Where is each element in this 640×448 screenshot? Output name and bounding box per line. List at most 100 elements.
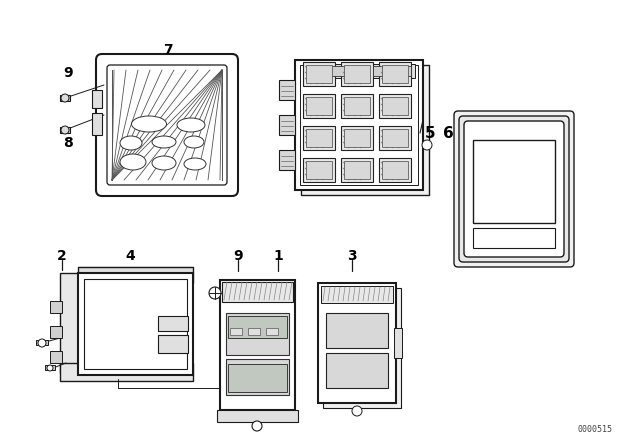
Bar xyxy=(295,60,423,190)
FancyBboxPatch shape xyxy=(454,111,574,267)
Ellipse shape xyxy=(184,158,206,170)
Bar xyxy=(344,97,370,115)
Bar xyxy=(78,267,193,283)
Text: 2: 2 xyxy=(57,249,67,263)
Text: 5: 5 xyxy=(425,125,435,141)
Bar xyxy=(230,328,242,335)
Text: 8: 8 xyxy=(63,136,73,150)
Bar xyxy=(220,280,295,410)
Circle shape xyxy=(252,421,262,431)
Bar xyxy=(326,353,388,388)
Bar xyxy=(382,97,408,115)
Bar xyxy=(395,66,411,76)
FancyBboxPatch shape xyxy=(107,65,227,185)
Ellipse shape xyxy=(177,118,205,132)
Bar xyxy=(60,363,193,381)
Bar xyxy=(60,273,80,373)
Bar xyxy=(379,62,411,86)
Circle shape xyxy=(38,339,46,347)
Bar xyxy=(344,161,370,179)
Bar xyxy=(36,340,48,345)
Bar xyxy=(60,127,70,133)
FancyBboxPatch shape xyxy=(96,54,238,196)
Bar xyxy=(84,279,187,369)
Bar xyxy=(222,282,293,302)
Bar xyxy=(382,161,408,179)
Bar xyxy=(300,65,418,185)
Bar xyxy=(373,66,389,76)
Bar xyxy=(303,158,335,182)
Bar xyxy=(279,150,295,170)
Ellipse shape xyxy=(152,156,176,170)
Bar xyxy=(158,335,188,353)
Bar xyxy=(344,129,370,147)
Bar xyxy=(341,126,373,150)
Bar xyxy=(379,158,411,182)
Bar xyxy=(341,158,373,182)
Bar xyxy=(341,62,373,86)
Bar xyxy=(351,66,367,76)
Bar xyxy=(306,129,332,147)
Bar xyxy=(303,64,415,78)
Text: 6: 6 xyxy=(443,125,453,141)
Bar xyxy=(50,301,62,313)
Bar xyxy=(473,140,555,223)
Bar xyxy=(279,80,295,100)
Bar xyxy=(60,95,70,101)
Bar xyxy=(228,316,287,338)
Bar xyxy=(382,65,408,83)
Bar xyxy=(301,65,429,195)
Bar xyxy=(50,351,62,363)
Bar xyxy=(228,364,287,392)
Bar xyxy=(92,90,102,108)
FancyBboxPatch shape xyxy=(459,116,569,262)
Text: 3: 3 xyxy=(347,249,357,263)
Circle shape xyxy=(422,140,432,150)
Circle shape xyxy=(209,287,221,299)
Bar xyxy=(323,288,401,408)
FancyBboxPatch shape xyxy=(464,121,564,257)
Bar xyxy=(92,113,102,135)
Bar xyxy=(318,283,396,403)
Bar xyxy=(306,161,332,179)
Circle shape xyxy=(47,365,53,371)
Bar xyxy=(248,328,260,335)
Ellipse shape xyxy=(184,136,204,148)
Ellipse shape xyxy=(120,154,146,170)
Text: 0000515: 0000515 xyxy=(577,425,612,434)
Bar xyxy=(379,94,411,118)
Bar xyxy=(78,273,193,375)
Ellipse shape xyxy=(131,116,166,132)
Ellipse shape xyxy=(120,136,142,150)
Ellipse shape xyxy=(152,136,176,148)
Bar xyxy=(394,328,402,358)
Bar xyxy=(279,115,295,135)
Circle shape xyxy=(61,126,69,134)
Bar xyxy=(226,313,289,355)
Bar xyxy=(50,326,62,338)
Bar xyxy=(217,410,298,422)
Text: 9: 9 xyxy=(233,249,243,263)
Bar xyxy=(341,94,373,118)
Bar xyxy=(379,126,411,150)
Bar xyxy=(158,316,188,331)
Text: 7: 7 xyxy=(163,43,173,57)
Bar xyxy=(226,359,289,395)
Bar xyxy=(344,65,370,83)
Text: 1: 1 xyxy=(273,249,283,263)
Bar xyxy=(307,66,323,76)
Bar xyxy=(306,97,332,115)
Bar xyxy=(112,70,222,180)
Text: 9: 9 xyxy=(63,66,73,80)
Bar xyxy=(303,94,335,118)
Bar xyxy=(303,126,335,150)
Bar xyxy=(321,286,393,303)
Bar xyxy=(306,65,332,83)
Circle shape xyxy=(61,94,69,102)
Bar xyxy=(303,62,335,86)
Bar xyxy=(473,228,555,248)
Bar xyxy=(266,328,278,335)
Text: 4: 4 xyxy=(125,249,135,263)
Bar xyxy=(329,66,345,76)
Bar xyxy=(382,129,408,147)
